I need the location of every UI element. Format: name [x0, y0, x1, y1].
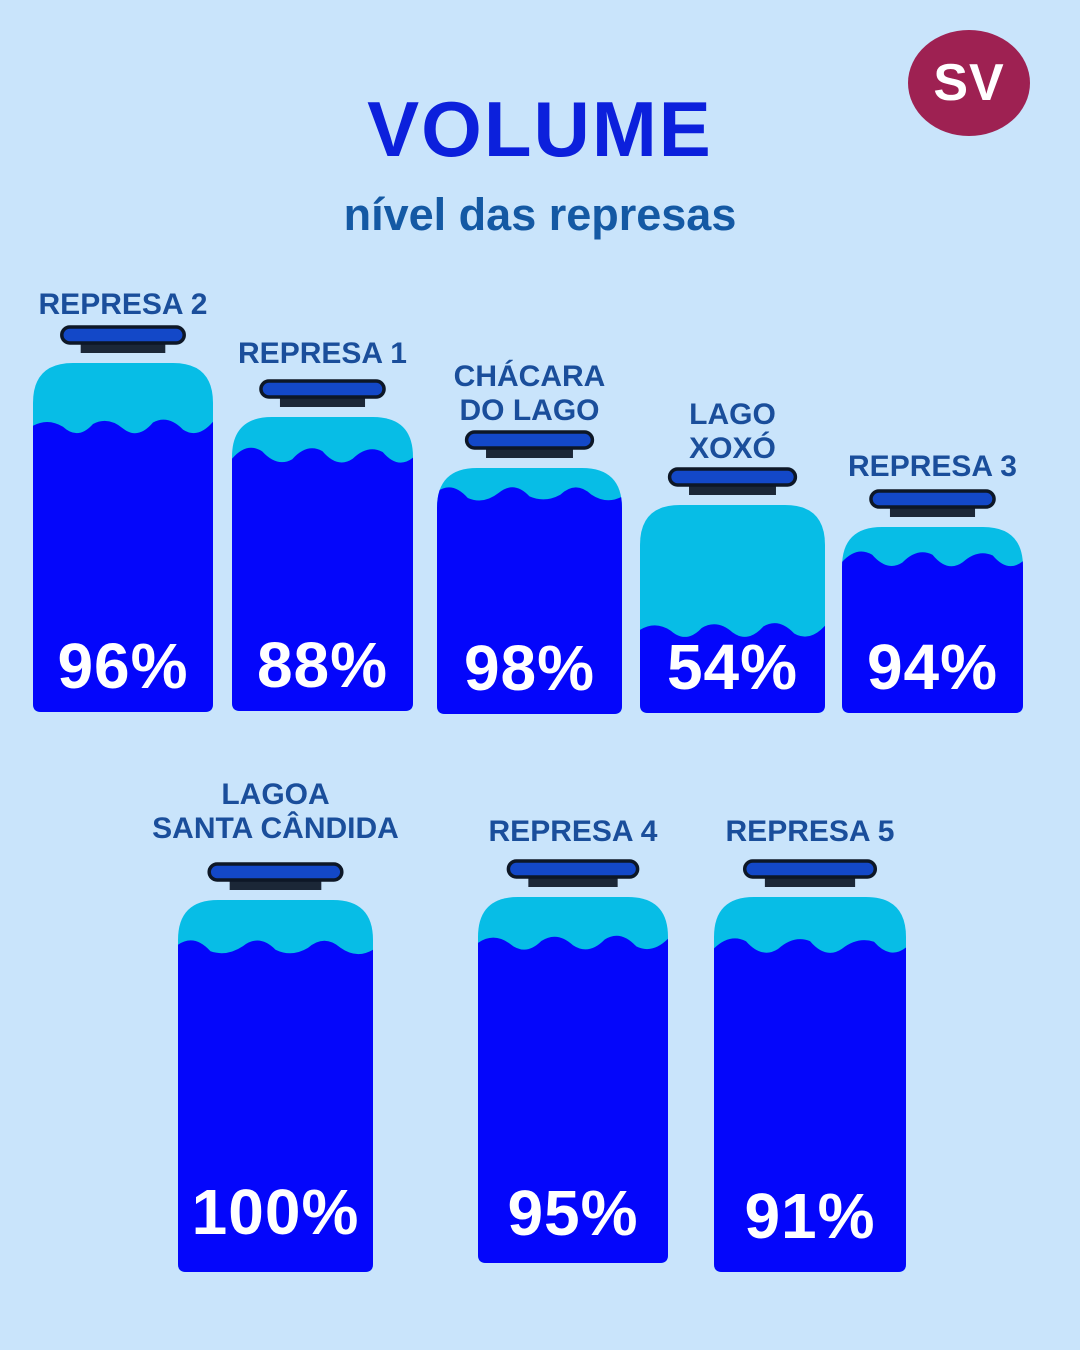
bottle-body: [178, 900, 373, 1272]
bottle-cap-icon: [742, 859, 878, 887]
water-fill: [640, 623, 825, 713]
water-fill: [842, 551, 1023, 713]
cap-pill: [742, 859, 878, 879]
reservoir-percentage: 88%: [256, 629, 389, 701]
bottle-body: [478, 897, 668, 1263]
reservoir-percentage: 98%: [463, 632, 596, 704]
reservoir-percentage: 54%: [666, 631, 799, 703]
bottle-body: [437, 468, 622, 714]
reservoir-label: LAGOA SANTA CÂNDIDA: [152, 778, 399, 845]
brand-badge: SV: [908, 30, 1030, 136]
cap-pill: [464, 430, 595, 450]
reservoir-label: REPRESA 4: [488, 815, 658, 848]
bottle-body: [842, 527, 1023, 713]
cap-pill: [259, 379, 386, 399]
water-fill: [33, 419, 213, 712]
reservoir-percentage: 91%: [744, 1180, 876, 1252]
water-fill: [232, 447, 413, 711]
bottle-cap-icon: [464, 430, 595, 458]
brand-badge-text: SV: [933, 54, 1005, 112]
cap-pill: [869, 489, 996, 509]
page-title: VOLUME: [367, 85, 713, 173]
water-fill: [178, 940, 373, 1272]
bottle-cap-icon: [667, 467, 798, 495]
reservoir-percentage: 95%: [507, 1177, 639, 1249]
bottle-body: [33, 363, 213, 712]
bottle-cap-icon: [506, 859, 640, 887]
reservoir-label: REPRESA 5: [725, 815, 895, 848]
cap-pill: [506, 859, 640, 879]
reservoir-percentage: 96%: [57, 630, 189, 702]
water-fill: [437, 487, 622, 714]
reservoir-percentage: 94%: [866, 631, 999, 703]
bottle-cap-icon: [259, 379, 386, 407]
reservoir-label: REPRESA 2: [38, 288, 208, 321]
water-fill: [714, 938, 906, 1272]
bottle-body: [232, 417, 413, 711]
reservoir-label: LAGO XOXÓ: [689, 398, 776, 465]
bottle-body: [640, 505, 825, 713]
bottle-cap-icon: [60, 325, 186, 353]
page-subtitle: nível das represas: [343, 189, 737, 240]
bottle-cap-icon: [207, 862, 344, 890]
water-fill: [478, 935, 668, 1263]
cap-pill: [667, 467, 798, 487]
reservoir-percentage: 100%: [191, 1176, 360, 1248]
reservoir-label: REPRESA 1: [238, 337, 407, 370]
cap-pill: [60, 325, 186, 345]
bottle-body: [714, 897, 906, 1272]
reservoir-label: REPRESA 3: [848, 450, 1017, 483]
reservoir-label: CHÁCARA DO LAGO: [453, 360, 606, 427]
bottle-cap-icon: [869, 489, 996, 517]
cap-pill: [207, 862, 344, 882]
